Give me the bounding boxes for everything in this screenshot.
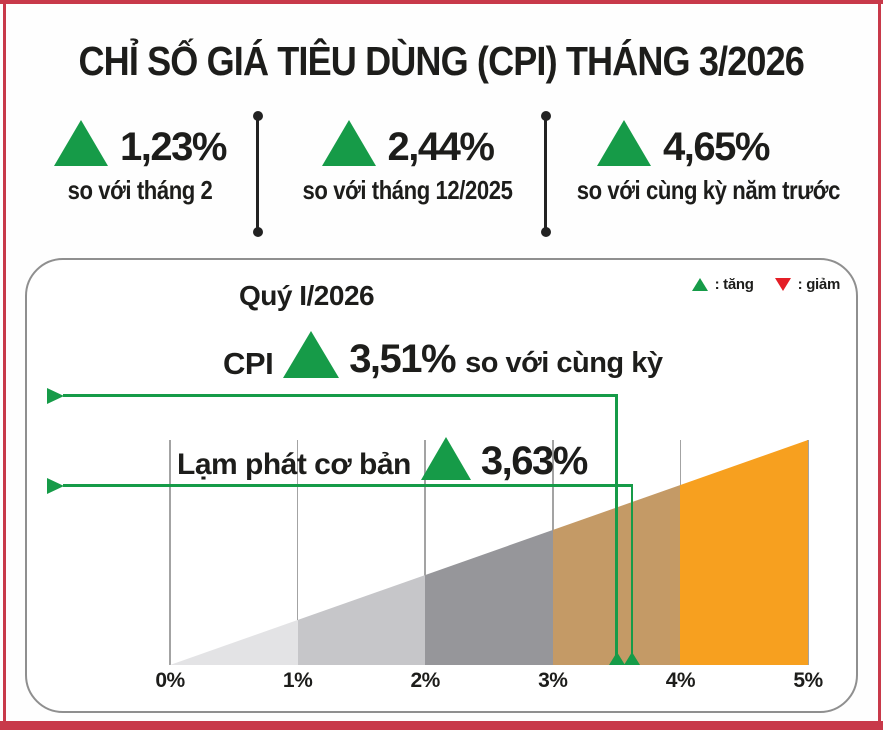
legend-up-label: : tăng: [714, 276, 754, 293]
frame-strip-bottom: [0, 721, 883, 730]
cpi-annotation-suffix: so với cùng kỳ: [465, 347, 663, 379]
page-title: CHỈ SỐ GIÁ TIÊU DÙNG (CPI) THÁNG 3/2026: [0, 38, 883, 85]
legend-triangle-down-icon: [774, 278, 791, 291]
triangle-up-icon: [420, 437, 471, 480]
stat-divider: [540, 111, 551, 237]
marker-vertical-line: [615, 394, 618, 665]
stat-vs-same-period: 4,65% so với cùng kỳ năm trước: [558, 118, 841, 206]
triangle-up-icon: [283, 331, 340, 378]
legend-down-label: : giảm: [797, 276, 841, 293]
stat-label: so với tháng 2: [67, 175, 213, 205]
stat-value: 2,44%: [387, 125, 495, 170]
stat-vs-previous-month: 1,23% so với tháng 2: [40, 118, 240, 206]
triangle-up-icon: [54, 120, 109, 166]
page-title-text: CHỈ SỐ GIÁ TIÊU DÙNG (CPI) THÁNG 3/2026: [78, 38, 805, 84]
stat-value-row: 2,44%: [280, 118, 535, 170]
stat-value: 1,23%: [120, 125, 227, 170]
x-tick-label: 1%: [282, 669, 313, 692]
frame-strip-right: [878, 0, 881, 730]
gridline: [424, 440, 426, 665]
x-tick-label: 4%: [665, 669, 696, 692]
triangle-up-icon: [597, 120, 652, 166]
chart-legend: : tăng : giảm: [691, 276, 841, 293]
chart-panel: Quý I/2026 : tăng : giảm CPI 3,51% so vớ…: [25, 258, 858, 713]
x-tick-label: 3%: [538, 669, 568, 692]
triangle-up-icon: [321, 120, 376, 166]
legend-triangle-up-icon: [691, 278, 708, 291]
stat-value: 4,65%: [663, 125, 770, 170]
cpi-annotation: CPI 3,51% so với cùng kỳ: [223, 330, 663, 382]
cpi-annotation-value: 3,51%: [349, 337, 456, 382]
gridline: [169, 440, 171, 665]
marker-arrowhead-icon: [47, 387, 64, 404]
cpi-annotation-prefix: CPI: [223, 345, 274, 381]
stat-label: so với tháng 12/2025: [302, 175, 513, 205]
frame-strip-left: [3, 0, 6, 730]
stat-vs-december: 2,44% so với tháng 12/2025: [280, 118, 535, 206]
stat-value-row: 4,65%: [558, 118, 808, 170]
stat-divider: [252, 111, 263, 237]
marker-horizontal-line: [63, 484, 634, 487]
wedge-segment: [680, 440, 808, 665]
core-annotation-value: 3,63%: [480, 439, 588, 484]
gridline: [807, 440, 809, 665]
marker-vertical-line: [630, 484, 634, 665]
x-tick-label: 5%: [793, 669, 823, 692]
chart-subtitle: Quý I/2026: [239, 280, 375, 311]
marker-foot-triangle-icon: [608, 652, 625, 665]
frame-strip-top: [0, 0, 883, 4]
gridline: [296, 440, 299, 665]
stat-label: so với cùng kỳ năm trước: [576, 175, 841, 205]
stat-value-row: 1,23%: [40, 118, 240, 170]
x-tick-label: 0%: [155, 669, 185, 692]
x-tick-label: 2%: [410, 669, 441, 692]
marker-horizontal-line: [63, 394, 618, 397]
marker-foot-triangle-icon: [624, 652, 641, 665]
marker-arrowhead-icon: [47, 477, 64, 494]
core-inflation-annotation: Lạm phát cơ bản 3,63%: [177, 432, 588, 484]
core-annotation-label: Lạm phát cơ bản: [177, 448, 411, 481]
